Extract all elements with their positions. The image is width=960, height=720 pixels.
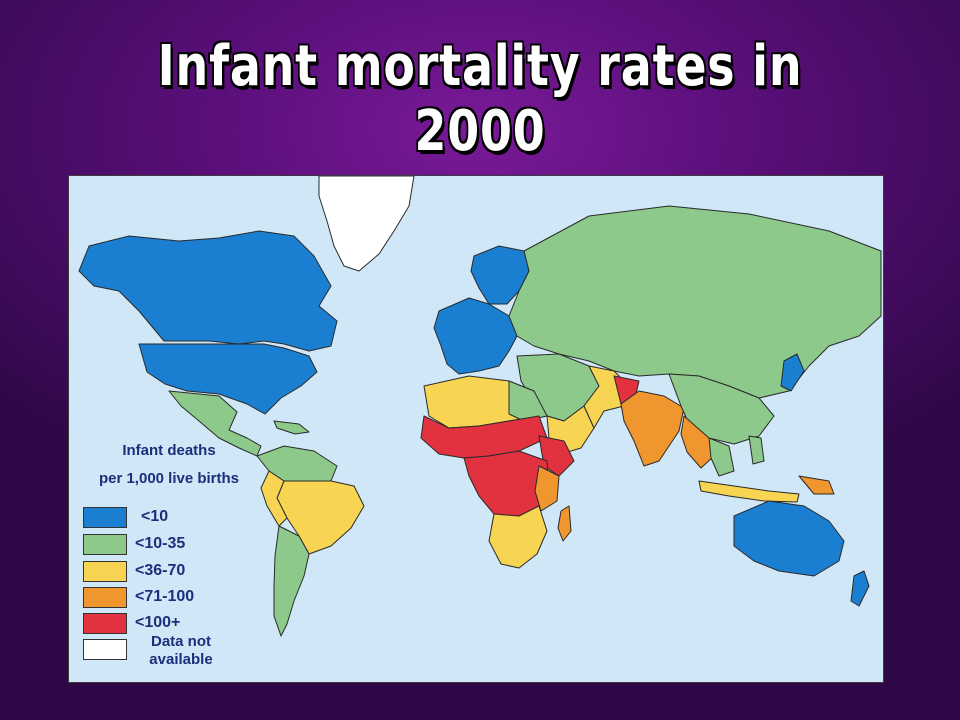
legend-label-36-70: <36-70 [135, 562, 186, 579]
legend-swatch-100-plus [83, 613, 127, 634]
region-new-zealand [850, 570, 870, 607]
region-philippines [748, 435, 765, 465]
region-east-africa [534, 465, 560, 512]
world-map-svg [78, 176, 882, 637]
region-southern-cone [273, 525, 310, 637]
legend-title-line2: per 1,000 live births [98, 470, 240, 487]
region-indochina [708, 437, 735, 477]
legend-swatch-36-70 [83, 561, 127, 582]
region-sahel [420, 415, 548, 459]
world-map: Infant deaths per 1,000 live births <10 … [68, 175, 884, 683]
legend-swatch-10-35 [83, 534, 127, 555]
region-png [798, 475, 835, 495]
region-indonesia [698, 480, 800, 503]
legend-label-no-data: Data not available [131, 633, 231, 669]
region-scandinavia [470, 245, 530, 305]
region-south-asia [620, 390, 685, 467]
region-australia [733, 500, 845, 577]
region-canada-alaska [78, 230, 338, 352]
legend-label-100-plus: <100+ [135, 614, 181, 631]
legend-label-under-10: <10 [141, 508, 169, 525]
region-greenland [318, 176, 415, 272]
region-usa [138, 343, 318, 415]
legend-swatch-71-100 [83, 587, 127, 608]
legend-swatch-under-10 [83, 507, 127, 528]
legend-title-line1: Infant deaths [122, 442, 216, 459]
map-legend: Infant deaths per 1,000 live births <10 … [69, 176, 309, 682]
legend-no-data-line1: Data not [151, 633, 211, 650]
legend-no-data-line2: available [149, 651, 213, 668]
legend-label-71-100: <71-100 [135, 588, 195, 605]
region-madagascar [557, 505, 572, 542]
legend-swatch-no-data [83, 639, 127, 660]
region-europe [433, 297, 518, 375]
region-andes [260, 470, 288, 527]
region-mexico [168, 390, 262, 457]
legend-label-10-35: <10-35 [135, 535, 186, 552]
region-caribbean [273, 420, 310, 435]
region-japan [780, 353, 805, 392]
region-southern-africa [488, 505, 548, 569]
slide-title: Infant mortality rates in 2000 [157, 34, 803, 164]
